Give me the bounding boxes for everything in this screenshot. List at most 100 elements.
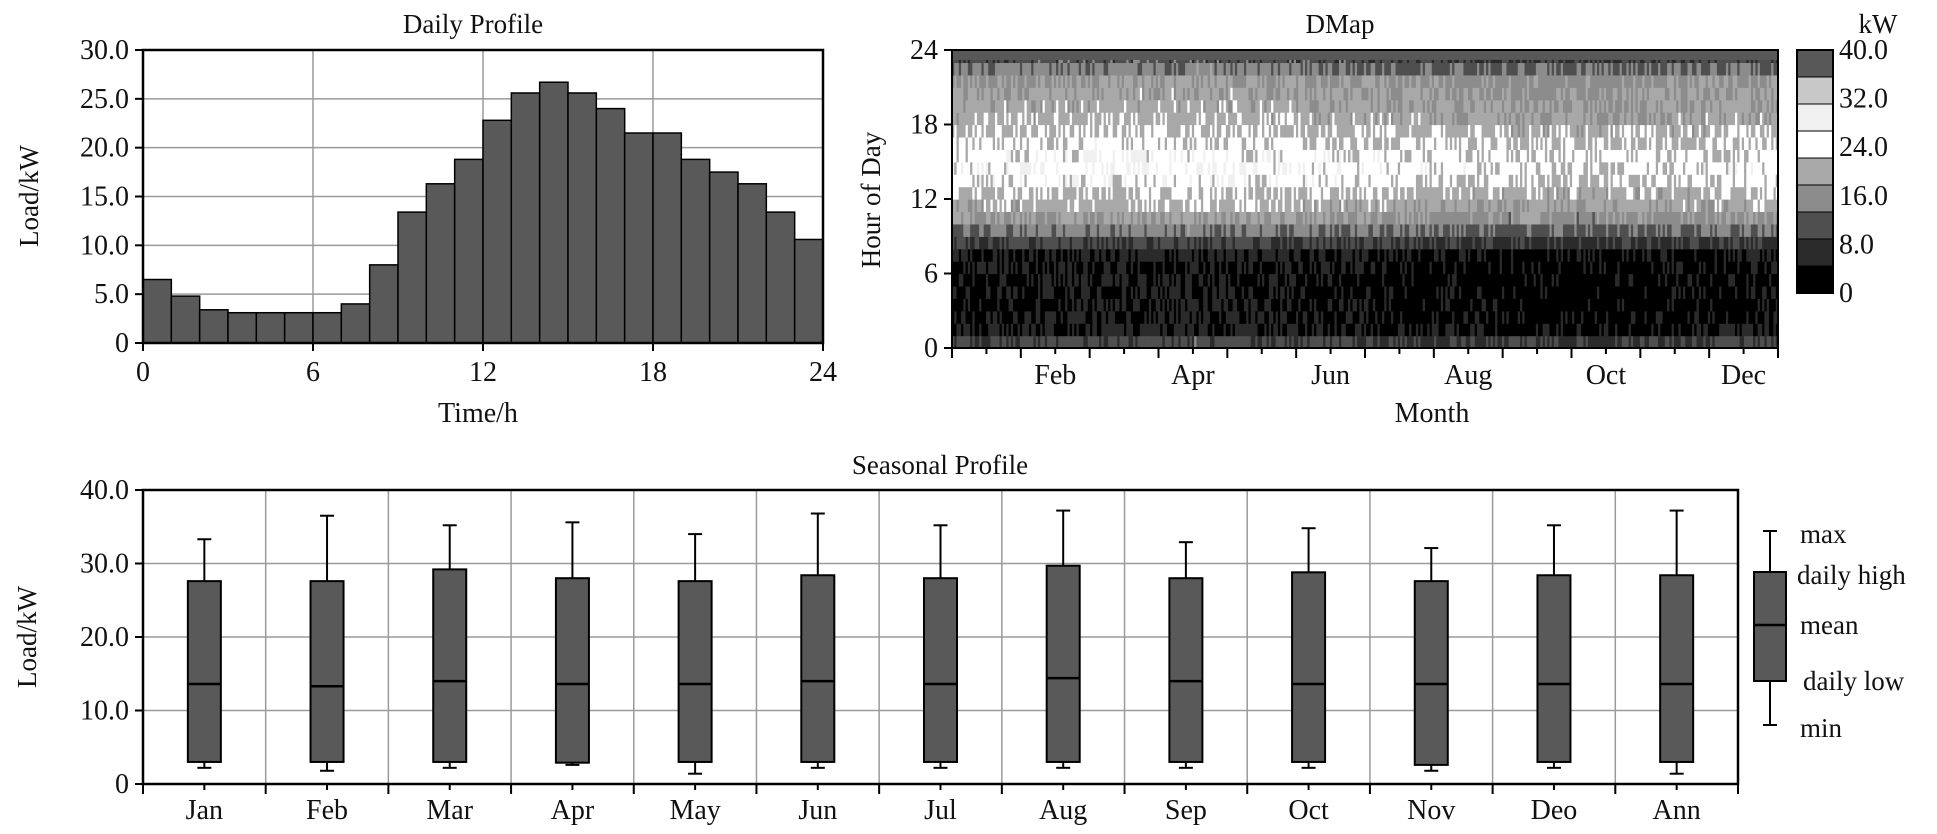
dmap-cell [1074,285,1078,299]
dmap-cell [1359,174,1363,188]
dmap-cell [1400,236,1403,250]
dmap-cell [1341,335,1345,349]
dmap-cell [1198,273,1202,287]
dmap-cell [1384,248,1388,262]
daily-bar [538,81,569,344]
dmap-cell [1273,199,1277,213]
dmap-cell [1065,273,1069,287]
dmap-cell [1298,199,1302,213]
dmap-cell [1393,310,1397,324]
dmap-cell [1071,211,1075,225]
dmap-cell [1558,236,1562,250]
dmap-cell [988,285,992,299]
dmap-cell [1755,273,1759,287]
dmap-cell [1112,273,1116,287]
dmap-cell [1741,323,1745,337]
dmap-cell [1135,335,1139,349]
dmap-cell [1074,174,1078,188]
dmap-cell [1610,248,1614,262]
dmap-cell [1255,335,1259,349]
dmap-cell [1239,174,1243,188]
dmap-cell [1716,261,1720,275]
dmap-cell [1191,199,1195,213]
dmap-cell [1069,223,1073,237]
dmap-cell [1481,335,1485,349]
dmap-cell [1644,186,1648,200]
dmap-cell [1646,335,1650,349]
dmap-cell [1114,298,1118,312]
dmap-cell [1531,261,1535,275]
dmap-cell [1146,335,1150,349]
dmap-cell [1101,261,1105,275]
dmap-cell [1078,211,1082,225]
dmap-cell [1336,199,1340,213]
dmap-cell [1219,236,1222,250]
dmap-cell [1481,211,1485,225]
dmap-cell [1372,248,1376,262]
dmap-cell [1492,223,1496,237]
dmap-cell [1237,211,1240,225]
dmap-cell [1343,236,1347,250]
dmap-cell [1277,323,1281,337]
dmap-cell [1735,323,1738,337]
dmap-cell [1578,310,1582,324]
dmap-cell [1415,285,1419,299]
dmap-cell [1060,273,1064,287]
dmap-cell [1209,310,1213,324]
dmap-cell [1551,273,1555,287]
dmap-cell [1678,310,1682,324]
dmap-cell [1096,199,1100,213]
dmap-cell [1628,261,1632,275]
dmap-cell [1655,310,1659,324]
dmap-cell [1338,186,1342,200]
dmap-cell [1510,261,1514,275]
dmap-cell [1585,310,1589,324]
dmap-cell [985,323,989,337]
dmap-cell [1053,248,1057,262]
dmap-cell [1517,273,1521,287]
dmap-cell [1155,236,1159,250]
dmap-cell [1660,285,1664,299]
dmap-cell [1112,174,1116,188]
dmap-cell [1198,186,1202,200]
dmap-cell [1343,310,1347,324]
dmap-cell [1535,298,1539,312]
dmap-cell [1649,223,1652,237]
dmap-cell [1162,323,1166,337]
dmap-cell [1008,211,1012,225]
dmap-cell [1323,273,1326,287]
dmap-cell [1144,335,1148,349]
dmap-cell [1452,223,1455,237]
dmap-title: DMap [1306,9,1375,39]
dmap-cell [1535,310,1539,324]
dmap-cell [1026,298,1030,312]
dmap-cell [1056,310,1059,324]
dmap-cell [1010,261,1014,275]
dmap-cell [1300,335,1304,349]
dmap-cell [1230,236,1234,250]
daily-x-tick-label: 18 [639,357,667,388]
dmap-cell [1345,211,1349,225]
dmap-cell [1680,261,1684,275]
dmap-cell [1237,323,1240,337]
daily-bar [482,119,513,344]
dmap-cell [1397,273,1401,287]
dmap-cell [1517,323,1521,337]
dmap-cell [1538,186,1541,200]
dmap-cell [1291,323,1295,337]
dmap-cell [1420,310,1424,324]
dmap-cell [1112,199,1116,213]
dmap-cell [1705,298,1709,312]
dmap-cell [1386,273,1390,287]
dmap-cell [1513,298,1517,312]
dmap-cell [1087,186,1091,200]
dmap-cell [1689,310,1693,324]
dmap-cell [1379,261,1383,275]
dmap-cell [1413,223,1417,237]
dmap-cell [1146,248,1150,262]
dmap-cell [1538,236,1541,250]
dmap-cell [1558,199,1562,213]
dmap-cell [1008,285,1012,299]
dmap-cell [967,261,971,275]
dmap-cell [981,199,985,213]
